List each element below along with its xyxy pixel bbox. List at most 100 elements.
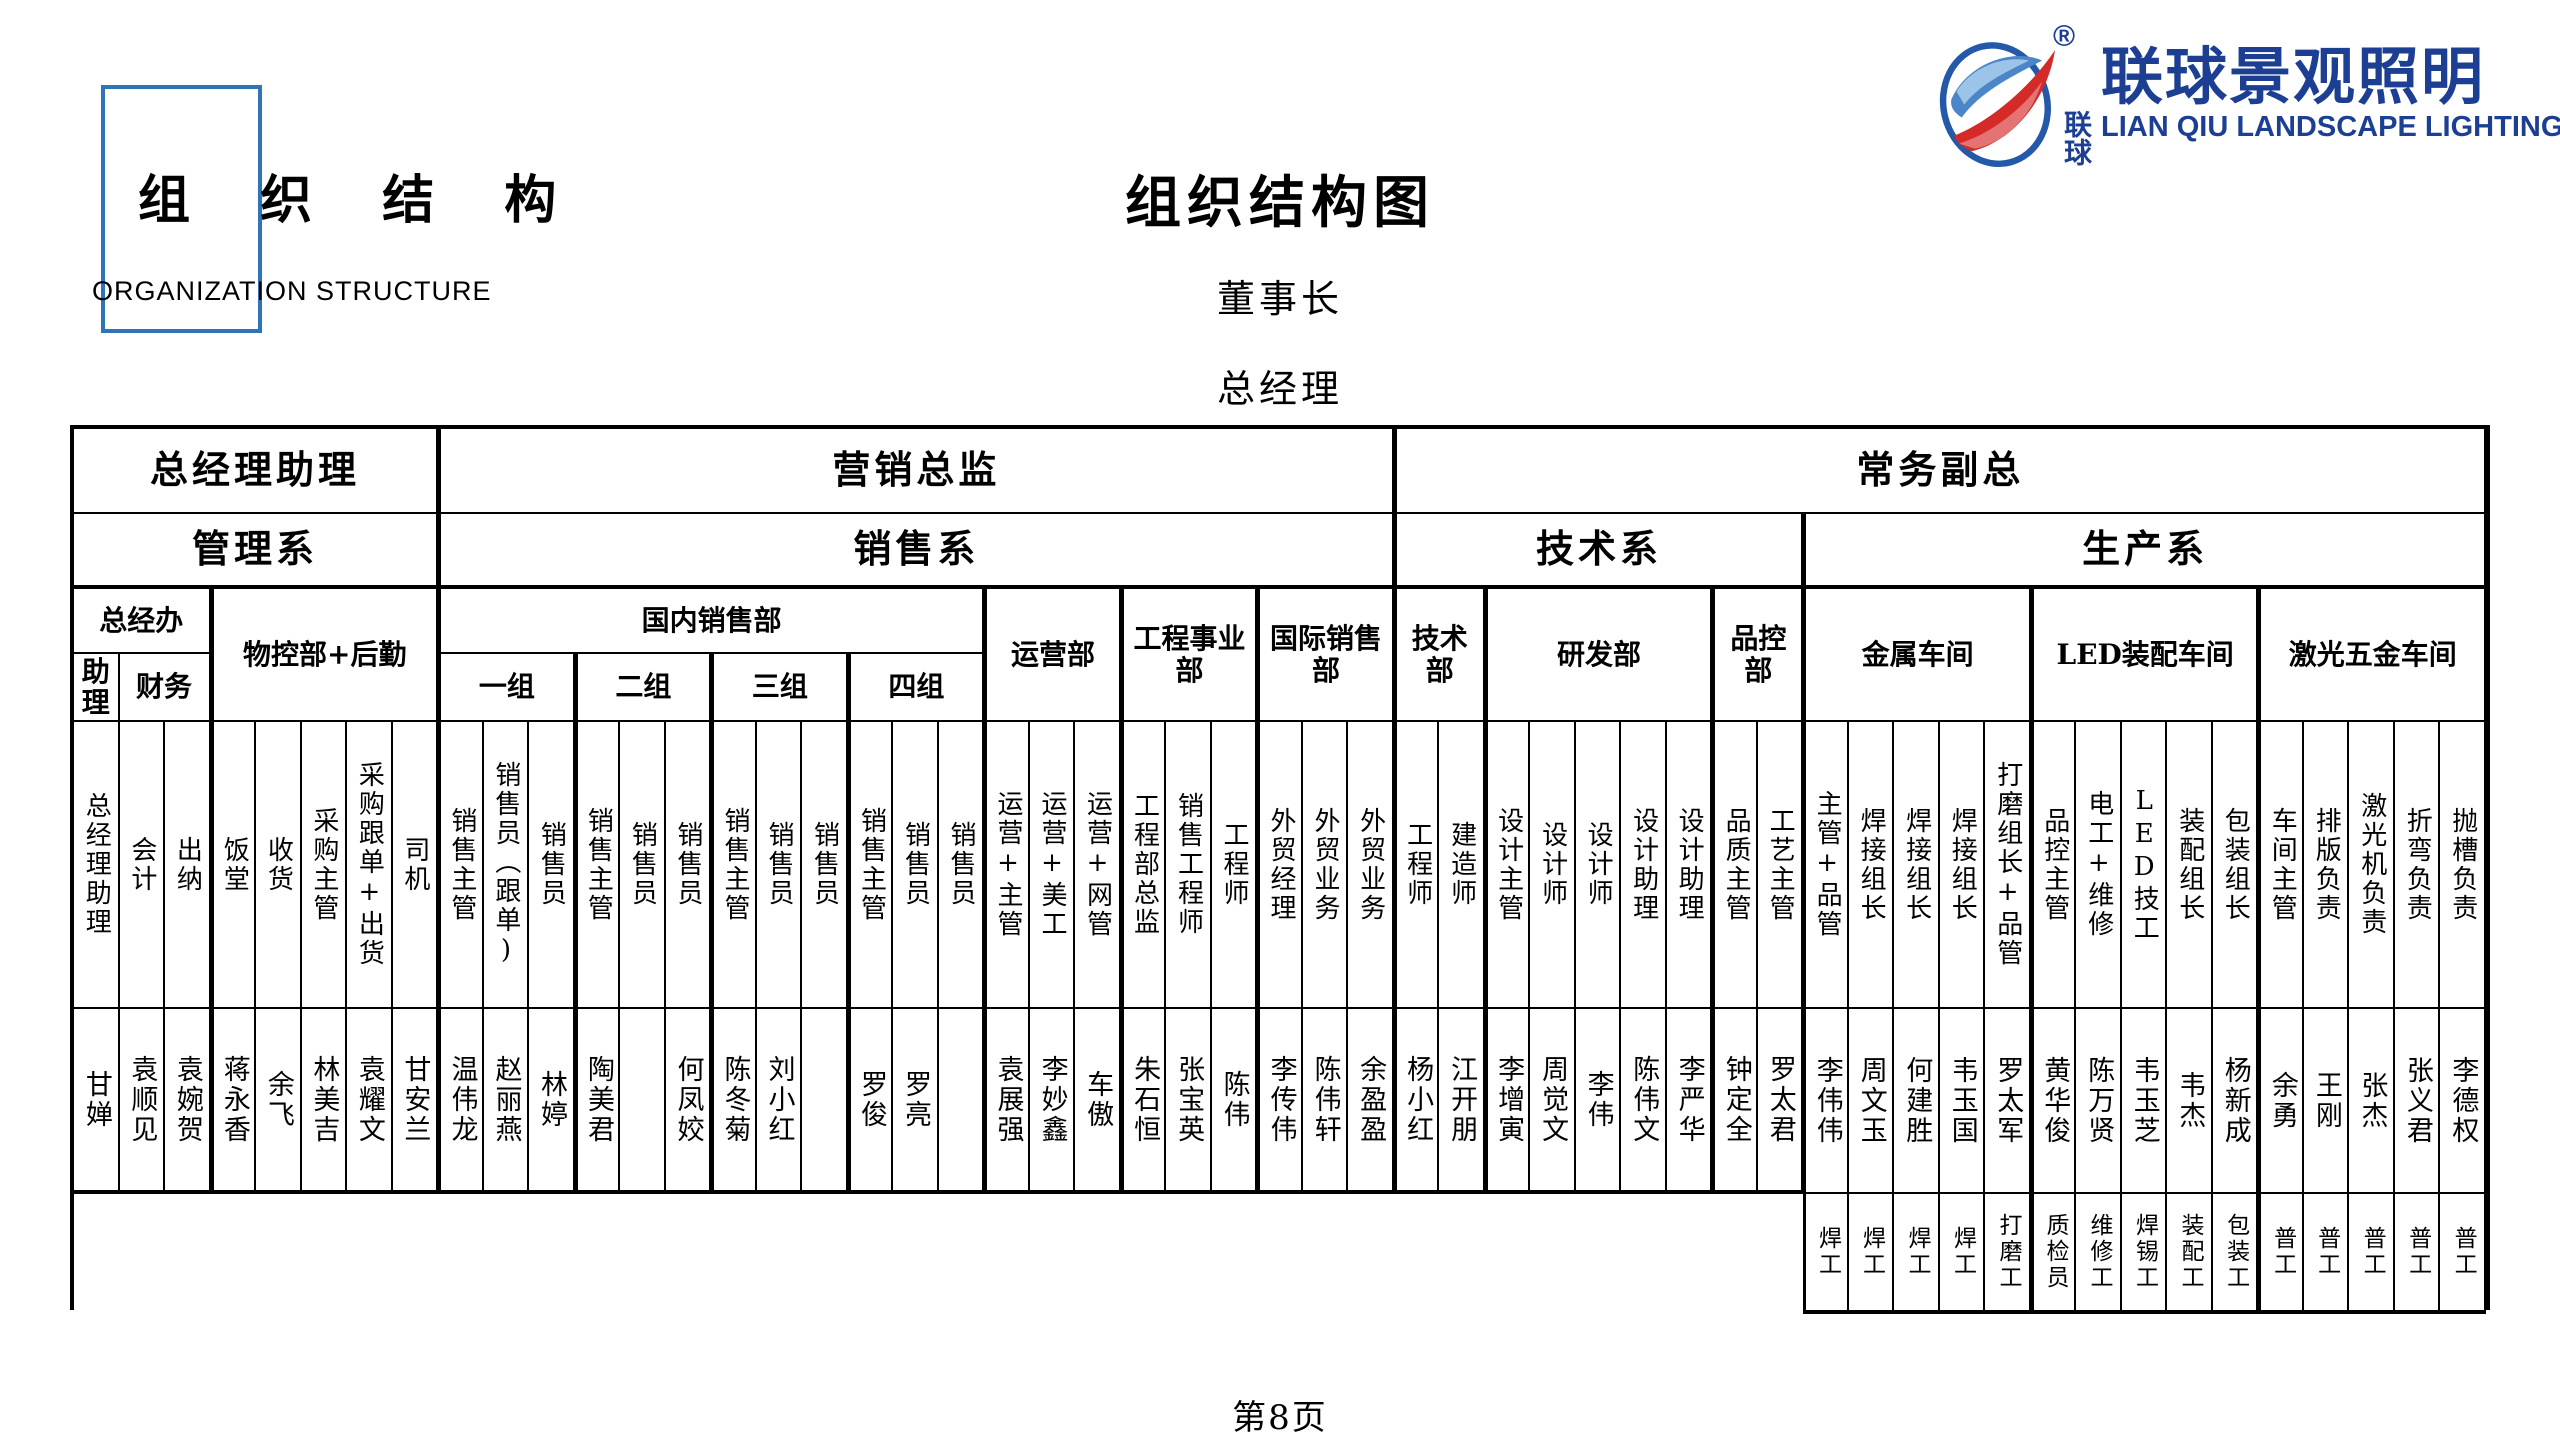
org-role-cell: 销售员 xyxy=(893,722,939,1009)
org-system-cell: 技术系 xyxy=(1393,514,1804,589)
org-worker-cell: 普工 xyxy=(2349,1194,2395,1314)
org-person-cell: 李严华 xyxy=(1666,1009,1713,1194)
org-system-cell: 管理系 xyxy=(74,514,439,589)
org-role-cell: 品质主管 xyxy=(1712,722,1758,1009)
org-worker-cell: 焊锡工 xyxy=(2121,1194,2168,1314)
org-role-cell: 总经理助理 xyxy=(74,722,120,1009)
org-head-cell: 营销总监 xyxy=(438,429,1394,514)
org-head-cell: 总经理助理 xyxy=(74,429,439,514)
org-person-cell: 李传伟 xyxy=(1257,1009,1303,1194)
org-person-cell: 李增寅 xyxy=(1484,1009,1531,1194)
org-person-cell: 车傲 xyxy=(1075,1009,1121,1194)
org-role-cell: 设计师 xyxy=(1575,722,1622,1009)
org-role-cell: 焊接组长 xyxy=(1848,722,1895,1009)
org-person-cell: 罗太君 xyxy=(1757,1009,1804,1194)
org-person-cell: 袁展强 xyxy=(984,1009,1030,1194)
org-role-cell: 销售主管 xyxy=(847,722,894,1009)
org-worker-cell: 普工 xyxy=(2394,1194,2441,1314)
org-person-cell xyxy=(802,1009,848,1194)
org-system-cell: 生产系 xyxy=(1803,514,2486,589)
org-dept-cell: 国际销售部 xyxy=(1257,589,1394,722)
org-person-cell: 周觉文 xyxy=(1530,1009,1576,1194)
org-person-cell: 王刚 xyxy=(2303,1009,2350,1194)
org-worker-cell: 普工 xyxy=(2440,1194,2486,1314)
org-dept-cell: 总经办 xyxy=(74,589,211,654)
org-worker-cell: 焊工 xyxy=(1848,1194,1895,1314)
org-role-cell: 排版负责 xyxy=(2303,722,2350,1009)
org-person-cell: 黄华俊 xyxy=(2030,1009,2077,1194)
org-worker-cell: 焊工 xyxy=(1894,1194,1940,1314)
org-dept-cell: 品控部 xyxy=(1712,589,1804,722)
org-worker-cell: 普工 xyxy=(2258,1194,2304,1314)
org-person-cell: 何凤姣 xyxy=(665,1009,712,1194)
org-person-cell: 周文玉 xyxy=(1848,1009,1895,1194)
org-role-cell: 包装组长 xyxy=(2212,722,2259,1009)
org-role-cell: 会计 xyxy=(119,722,166,1009)
org-person-cell: 江开朋 xyxy=(1439,1009,1485,1194)
org-person-cell: 李德权 xyxy=(2440,1009,2486,1194)
org-person-cell: 陈万贤 xyxy=(2076,1009,2122,1194)
org-role-cell: 销售员 xyxy=(529,722,575,1009)
org-role-cell: 外贸经理 xyxy=(1257,722,1303,1009)
org-role-cell: 销售员（跟单) xyxy=(483,722,530,1009)
org-structure-table: 总经理助理 营销总监 常务副总 管理系 销售系 技术系 生产系 总经办 助理 财务 物控部+后勤 国内… xyxy=(70,425,2490,1314)
org-role-cell: 车间主管 xyxy=(2258,722,2304,1009)
org-role-cell: 出纳 xyxy=(165,722,211,1009)
org-person-cell: 温伟龙 xyxy=(438,1009,484,1194)
page-number: 第8页 xyxy=(1232,1398,1328,1438)
org-role-cell: 运营+网管 xyxy=(1075,722,1121,1009)
org-worker-cell: 质检员 xyxy=(2030,1194,2077,1314)
org-role-cell: 销售主管 xyxy=(711,722,757,1009)
org-role-cell: 运营+主管 xyxy=(984,722,1030,1009)
corner-accent-box xyxy=(101,85,262,333)
org-dept-cell: 金属车间 xyxy=(1803,589,2031,722)
org-dept-cell: 技术部 xyxy=(1393,589,1485,722)
org-person-cell: 陈伟 xyxy=(1211,1009,1258,1194)
org-person-cell xyxy=(620,1009,666,1194)
logo-brand-en: LIAN QIU LANDSCAPE LIGHTING xyxy=(2101,111,2560,143)
org-role-cell: 采购跟单+出货 xyxy=(347,722,393,1009)
org-person-cell: 蒋永香 xyxy=(210,1009,257,1194)
org-person-cell: 钟定全 xyxy=(1712,1009,1758,1194)
org-subgroup-cell: 财务 xyxy=(119,654,211,722)
org-person-cell: 张杰 xyxy=(2349,1009,2395,1194)
org-role-cell: 工程师 xyxy=(1211,722,1258,1009)
org-person-cell: 余飞 xyxy=(256,1009,302,1194)
org-dept-cell: 激光五金车间 xyxy=(2258,589,2486,722)
org-person-cell: 陈伟文 xyxy=(1621,1009,1667,1194)
org-person-cell: 赵丽燕 xyxy=(483,1009,530,1194)
org-role-cell: LED技工 xyxy=(2121,722,2168,1009)
org-role-cell: 主管+品管 xyxy=(1803,722,1849,1009)
org-person-cell: 余盈盈 xyxy=(1348,1009,1394,1194)
org-dept-cell: 研发部 xyxy=(1484,589,1713,722)
org-worker-cell: 焊工 xyxy=(1939,1194,1986,1314)
org-role-cell: 电工+维修 xyxy=(2076,722,2122,1009)
org-head-cell: 常务副总 xyxy=(1393,429,2486,514)
general-manager-level: 总经理 xyxy=(1216,367,1343,411)
org-person-cell: 李伟 xyxy=(1575,1009,1622,1194)
org-role-cell: 销售主管 xyxy=(438,722,484,1009)
org-role-cell: 销售工程师 xyxy=(1166,722,1212,1009)
org-role-cell: 建造师 xyxy=(1439,722,1485,1009)
org-role-cell: 折弯负责 xyxy=(2394,722,2441,1009)
org-role-cell: 饭堂 xyxy=(210,722,257,1009)
org-person-cell: 罗亮 xyxy=(893,1009,939,1194)
org-dept-cell: LED装配车间 xyxy=(2030,589,2259,722)
logo-brand-cn: 联球景观照明 xyxy=(2101,40,2486,113)
org-person-cell: 刘小红 xyxy=(756,1009,803,1194)
org-subgroup-cell: 二组 xyxy=(574,654,712,722)
org-dept-cell: 国内销售部 xyxy=(438,589,985,654)
org-dept-cell: 工程事业部 xyxy=(1120,589,1258,722)
org-role-cell: 销售员 xyxy=(938,722,985,1009)
org-dept-cell: 运营部 xyxy=(984,589,1121,722)
org-role-cell: 焊接组长 xyxy=(1894,722,1940,1009)
org-worker-cell: 包装工 xyxy=(2212,1194,2259,1314)
org-person-cell: 张义君 xyxy=(2394,1009,2441,1194)
org-role-cell: 司机 xyxy=(392,722,439,1009)
org-role-cell: 外贸业务 xyxy=(1302,722,1349,1009)
org-worker-cell: 焊工 xyxy=(1803,1194,1849,1314)
org-person-cell: 余勇 xyxy=(2258,1009,2304,1194)
org-person-cell: 李伟伟 xyxy=(1803,1009,1849,1194)
org-system-cell: 销售系 xyxy=(438,514,1394,589)
org-person-cell: 袁顺见 xyxy=(119,1009,166,1194)
